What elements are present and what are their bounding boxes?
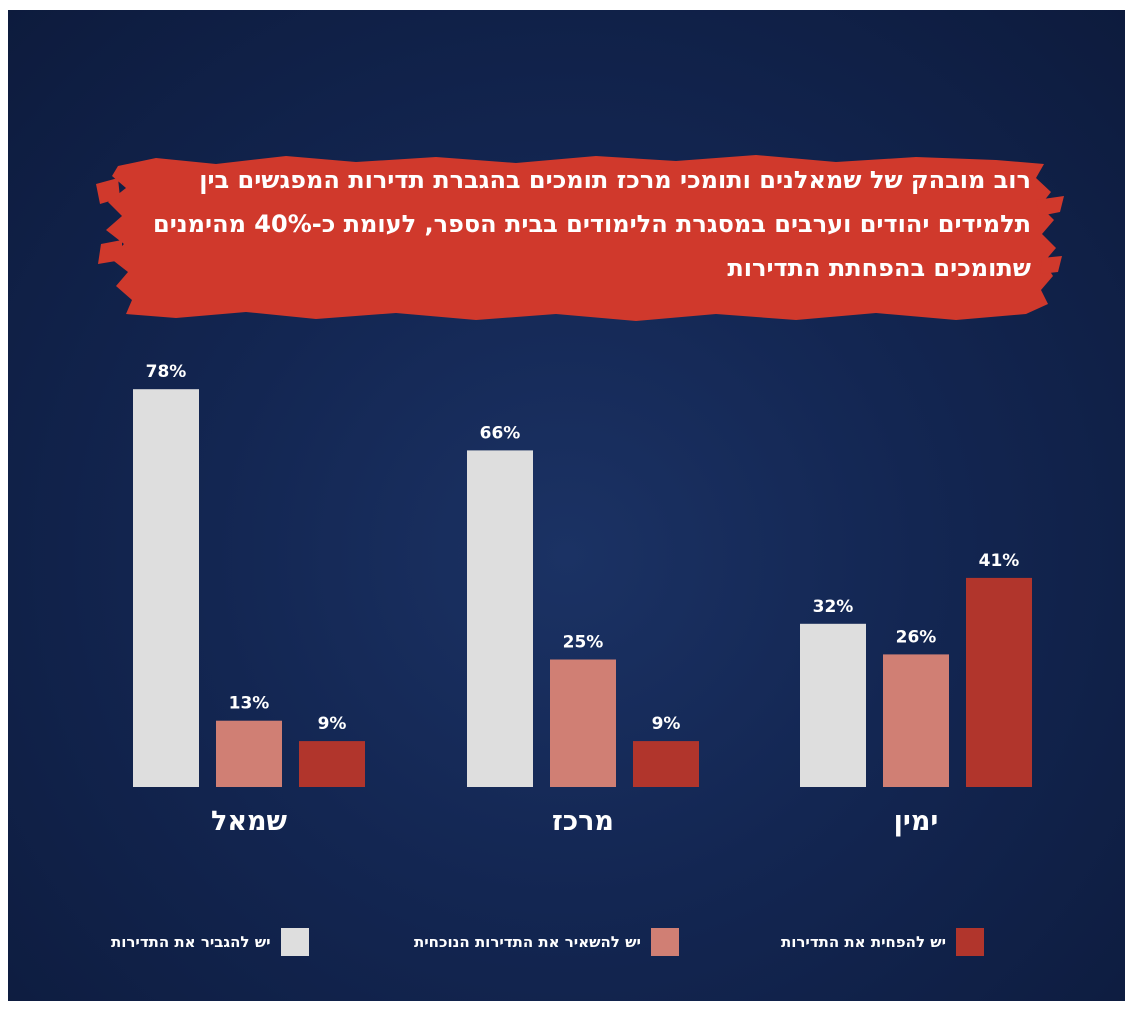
data-label-right-keep: 26%: [896, 627, 937, 647]
chart-panel: רוב מובהק של שמאלנים ותומכי מרכז תומכים …: [8, 10, 1125, 1001]
legend-swatch-keep: [650, 928, 679, 956]
data-label-right-increase: 32%: [813, 597, 854, 617]
chart-title: רוב מובהק של שמאלנים ותומכי מרכז תומכים …: [153, 166, 1031, 282]
bar-left-increase: [133, 389, 199, 787]
bar-center-increase: [467, 450, 533, 787]
data-label-center-reduce: 9%: [652, 714, 681, 734]
data-label-left-reduce: 9%: [318, 714, 347, 734]
brush-stroke-background: [96, 155, 1064, 321]
legend-label-keep: יש להשאיר את התדירות הנוכחית: [414, 933, 641, 951]
category-label-right: ימין: [894, 806, 939, 837]
data-label-right-reduce: 41%: [979, 551, 1020, 571]
legend-item-keep: יש להשאיר את התדירות הנוכחית: [414, 928, 679, 956]
legend-item-reduce: יש להפחית את התדירות: [781, 928, 985, 956]
bar-left-reduce: [299, 741, 365, 787]
legend-swatch-increase: [280, 928, 309, 956]
legend-swatch-reduce: [956, 928, 985, 956]
legend-item-increase: יש להגביר את התדירות: [111, 928, 309, 956]
bar-right-reduce: [966, 577, 1032, 787]
category-label-left: שמאל: [211, 806, 288, 837]
data-label-left-increase: 78%: [146, 362, 187, 382]
legend-label-reduce: יש להפחית את התדירות: [781, 933, 947, 951]
data-label-center-keep: 25%: [563, 633, 604, 653]
bar-center-keep: [550, 659, 616, 787]
data-label-center-increase: 66%: [480, 423, 521, 443]
legend-label-increase: יש להגביר את התדירות: [111, 933, 271, 951]
bar-center-reduce: [633, 741, 699, 787]
bar-right-increase: [800, 623, 866, 787]
title-banner: רוב מובהק של שמאלנים ותומכי מרכז תומכים …: [96, 148, 1066, 326]
bar-left-keep: [216, 720, 282, 787]
bar-chart: 78% 13% 9% שמאל 66% 25% 9% מרכז 32% 26% 41% ימין: [133, 362, 1032, 837]
category-label-center: מרכז: [552, 806, 614, 837]
bar-right-keep: [883, 654, 949, 787]
data-label-left-keep: 13%: [229, 694, 270, 714]
